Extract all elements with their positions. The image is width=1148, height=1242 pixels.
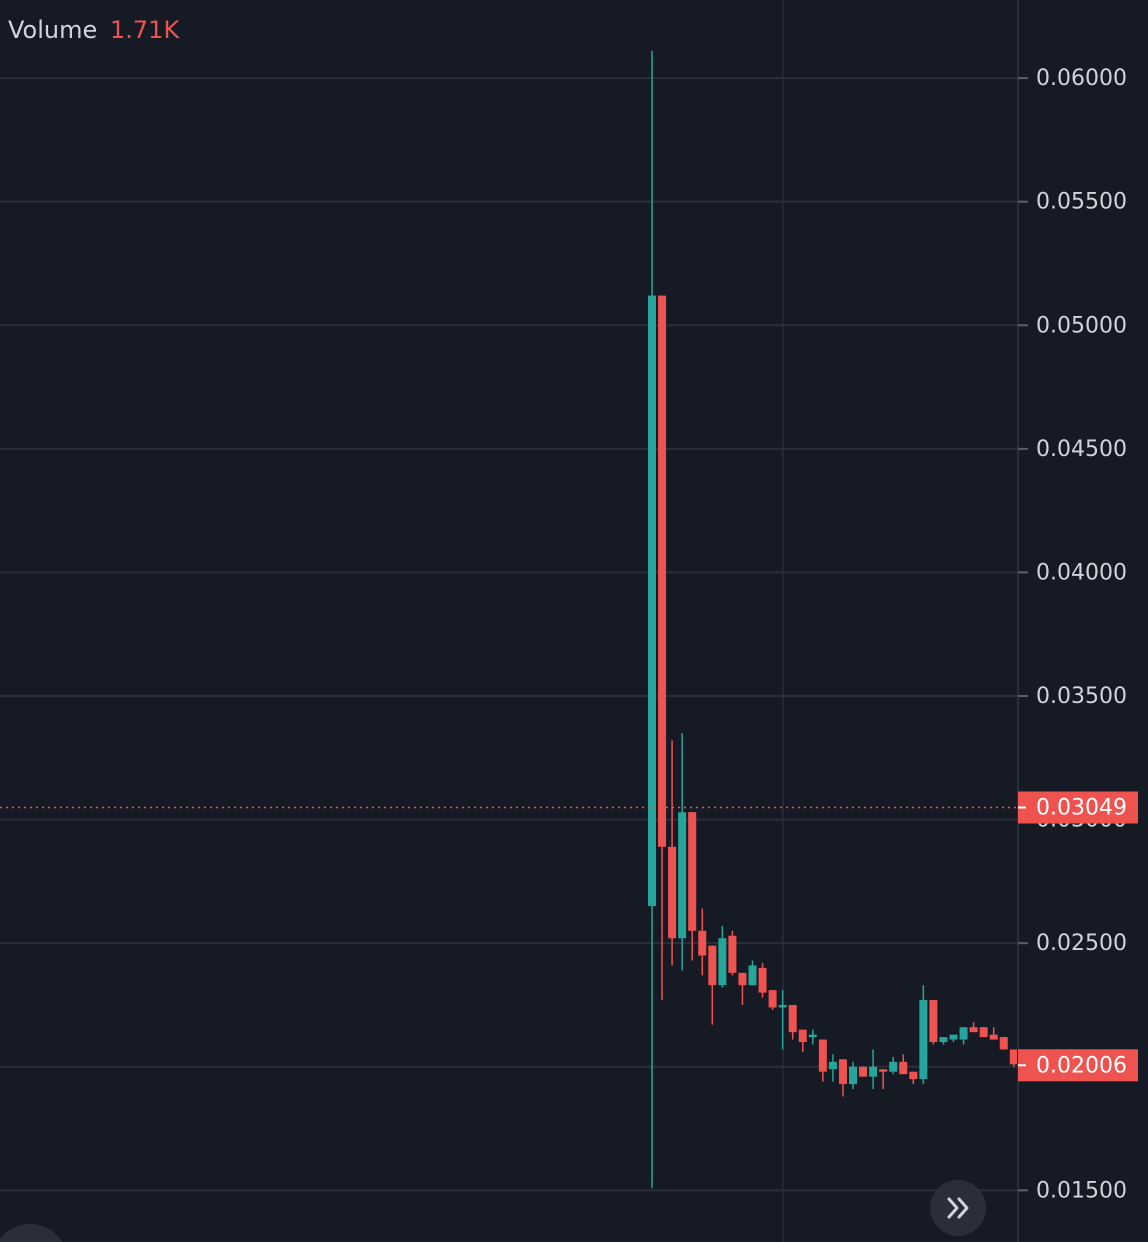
y-tick-label: 0.04500: [1036, 437, 1127, 462]
toolbar-button[interactable]: [0, 1224, 68, 1242]
price-axis: 0.015000.020000.025000.030000.035000.040…: [1018, 66, 1138, 1203]
candle-body: [718, 938, 727, 986]
y-tick-label: 0.03500: [1036, 684, 1127, 709]
candle-body: [919, 1000, 928, 1080]
price-badge: [1018, 791, 1138, 824]
candle-body: [788, 1004, 797, 1033]
candle-body: [698, 930, 707, 956]
candle-body: [949, 1034, 958, 1040]
candle-body: [929, 1000, 938, 1043]
candle-body: [658, 295, 667, 847]
candle-body: [989, 1034, 998, 1040]
legend-value: 1.71K: [110, 16, 180, 44]
candle-body: [969, 1027, 978, 1033]
scroll-to-latest-button[interactable]: [930, 1180, 986, 1236]
y-tick-label: 0.04000: [1036, 560, 1127, 585]
candle-body: [939, 1037, 948, 1043]
candle-body: [879, 1069, 888, 1072]
candle-body: [849, 1066, 857, 1085]
candle-body: [979, 1027, 988, 1038]
candle-body: [999, 1037, 1008, 1050]
candle-body: [738, 972, 747, 986]
candle-body: [688, 812, 697, 931]
candle-body: [728, 935, 737, 973]
candle-body: [889, 1061, 898, 1072]
y-tick-label: 0.05500: [1036, 190, 1127, 215]
candle-body: [768, 990, 777, 1008]
legend-name: Volume: [8, 16, 97, 44]
candle-body: [828, 1061, 837, 1070]
y-tick-label: 0.06000: [1036, 66, 1127, 91]
candle-body: [959, 1027, 968, 1040]
candle-body: [808, 1034, 817, 1038]
candle-body: [668, 846, 677, 939]
price-badge-label: 0.03049: [1036, 795, 1127, 820]
price-badge-label: 0.02006: [1036, 1053, 1127, 1078]
y-tick-label: 0.01500: [1036, 1178, 1127, 1203]
candle-body: [899, 1061, 908, 1075]
price-badge: [1018, 1049, 1138, 1082]
candle-body: [1009, 1049, 1018, 1065]
chevron-icon: [947, 1197, 969, 1219]
candle-body: [838, 1059, 847, 1085]
candle-body: [778, 1004, 787, 1008]
candle-body: [909, 1071, 918, 1080]
y-tick-label: 0.02500: [1036, 931, 1127, 956]
grid: [0, 77, 1018, 1192]
candle-body: [758, 967, 767, 993]
candle-body: [648, 295, 656, 907]
candle-body: [678, 812, 687, 939]
candle-body: [859, 1066, 868, 1077]
candle-body: [708, 945, 717, 986]
y-tick-label: 0.05000: [1036, 313, 1127, 338]
candle-body: [818, 1039, 827, 1072]
candle-body: [798, 1029, 807, 1043]
candle-body: [869, 1066, 878, 1077]
candle-body: [748, 965, 757, 986]
plot-area: [0, 50, 1018, 1188]
